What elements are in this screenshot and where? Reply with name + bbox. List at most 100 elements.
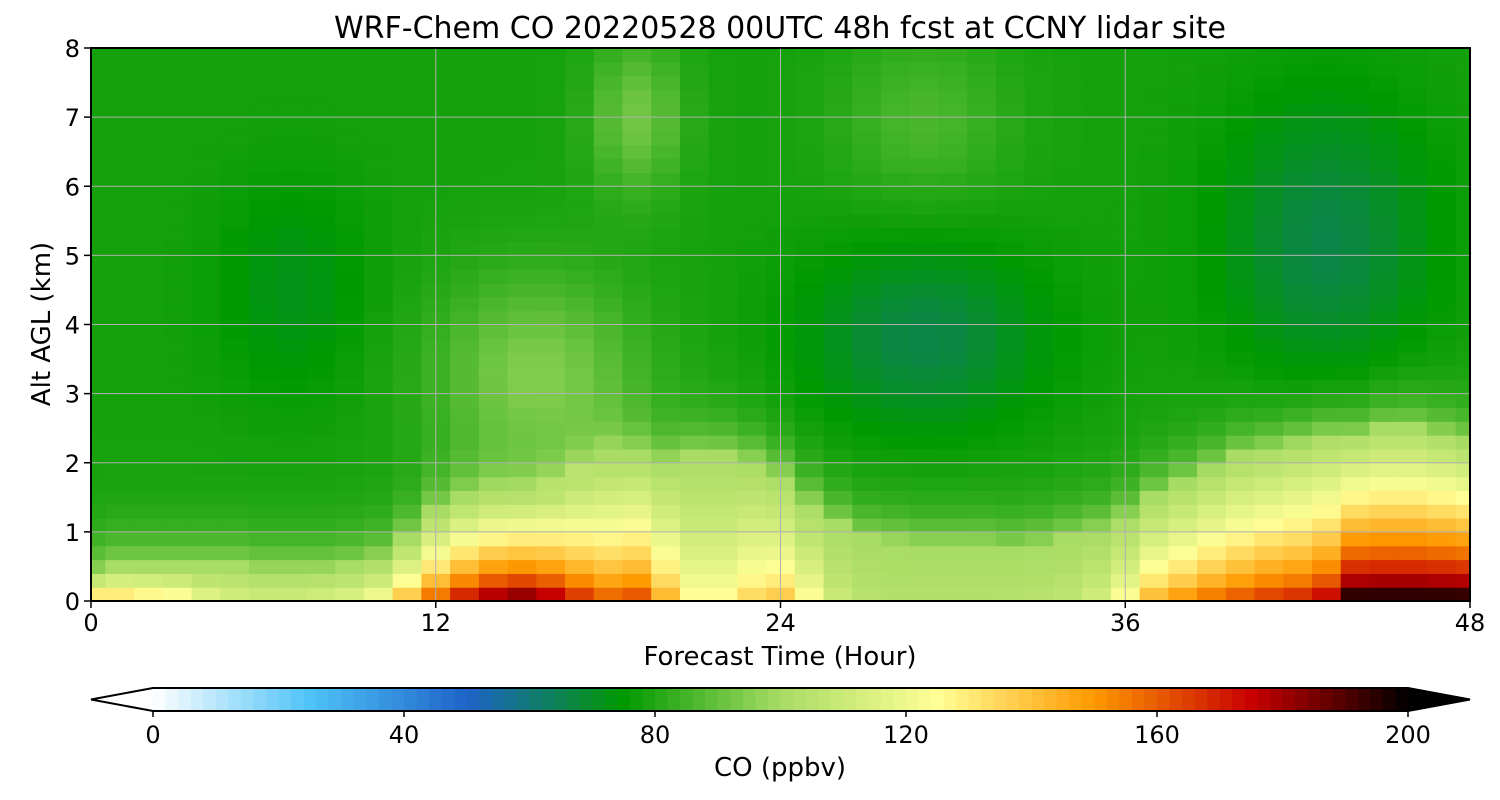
heatmap-cell — [335, 559, 365, 574]
colorbar-segment — [855, 688, 869, 711]
heatmap-cell — [392, 172, 422, 187]
heatmap-cell — [1254, 531, 1284, 547]
heatmap-cell — [1455, 435, 1470, 450]
heatmap-cell — [1168, 338, 1198, 353]
heatmap-cell — [967, 89, 997, 104]
colorbar-segment — [542, 688, 556, 711]
heatmap-cell — [1426, 48, 1457, 63]
heatmap-cell — [1254, 490, 1284, 505]
heatmap-cell — [1398, 296, 1428, 312]
heatmap-cell — [938, 587, 968, 601]
heatmap-cell — [593, 227, 624, 243]
heatmap-cell — [1139, 89, 1169, 104]
heatmap-cell — [105, 200, 135, 215]
heatmap-cell — [651, 545, 681, 561]
heatmap-cell — [105, 421, 135, 436]
heatmap-cell — [277, 269, 308, 284]
heatmap-cell — [823, 518, 853, 533]
heatmap-cell — [105, 89, 135, 104]
heatmap-cell — [565, 61, 595, 77]
heatmap-cell — [737, 587, 767, 601]
heatmap-cell — [823, 269, 853, 284]
heatmap-cell — [1455, 130, 1470, 146]
heatmap-cell — [363, 393, 394, 409]
heatmap-cell — [1426, 283, 1457, 298]
heatmap-cell — [191, 448, 221, 464]
heatmap-cell — [909, 172, 940, 187]
colorbar-segment — [755, 688, 769, 711]
heatmap-cell — [392, 365, 422, 381]
heatmap-cell — [622, 531, 652, 547]
heatmap-cell — [507, 130, 537, 146]
heatmap-cell — [1082, 144, 1112, 160]
heatmap-cell — [1426, 158, 1457, 174]
heatmap-cell — [1197, 559, 1227, 574]
heatmap-cell — [794, 227, 825, 243]
heatmap-cell — [852, 462, 882, 478]
heatmap-cell — [363, 144, 394, 160]
heatmap-cell — [392, 407, 422, 422]
heatmap-cell — [565, 130, 595, 146]
heatmap-cell — [277, 352, 308, 367]
colorbar-segment — [1345, 688, 1359, 711]
colorbar-segment — [1207, 688, 1221, 711]
heatmap-cell — [507, 435, 537, 450]
heatmap-cell — [249, 531, 279, 547]
heatmap-cell — [1311, 587, 1342, 601]
heatmap-cell — [105, 310, 135, 326]
heatmap-cell — [450, 435, 480, 450]
heatmap-cell — [450, 227, 480, 243]
heatmap-cell — [363, 338, 394, 353]
colorbar-segment — [341, 688, 355, 711]
heatmap-cell — [335, 448, 365, 464]
heatmap-cell — [651, 435, 681, 450]
heatmap-cell — [450, 75, 480, 91]
heatmap-cell — [823, 61, 853, 77]
heatmap-cell — [277, 545, 308, 561]
heatmap-cell — [1398, 531, 1428, 547]
heatmap-cell — [1283, 269, 1313, 284]
colorbar-segment — [1282, 688, 1296, 711]
colorbar-segment — [466, 688, 480, 711]
heatmap-cell — [191, 531, 221, 547]
colorbar-segment — [1081, 688, 1095, 711]
heatmap-cell — [909, 407, 940, 422]
heatmap-cell — [622, 296, 652, 312]
heatmap-cell — [162, 172, 193, 187]
heatmap-cell — [794, 186, 825, 201]
heatmap-cell — [938, 130, 968, 146]
heatmap-cell — [852, 587, 882, 601]
heatmap-cell — [220, 365, 250, 381]
heatmap-cell — [450, 587, 480, 601]
heatmap-cell — [1197, 310, 1227, 326]
colorbar-segment — [1006, 688, 1020, 711]
heatmap-cell — [1254, 310, 1284, 326]
heatmap-cell — [478, 227, 509, 243]
heatmap-cell — [708, 531, 739, 547]
heatmap-cell — [967, 144, 997, 160]
heatmap-cell — [507, 241, 537, 256]
heatmap-cell — [708, 338, 739, 353]
heatmap-cell — [1369, 61, 1399, 77]
heatmap-cell — [105, 379, 135, 395]
heatmap-cell — [737, 144, 767, 160]
heatmap-cell — [938, 283, 968, 298]
heatmap-cell — [91, 573, 106, 588]
heatmap-cell — [507, 255, 537, 270]
heatmap-cell — [1426, 241, 1457, 256]
heatmap-cell — [1139, 379, 1169, 395]
heatmap-cell — [1197, 103, 1227, 118]
heatmap-cell — [1398, 241, 1428, 256]
heatmap-cell — [622, 379, 652, 395]
heatmap-cell — [1053, 379, 1083, 395]
heatmap-cell — [1225, 573, 1256, 588]
heatmap-cell — [478, 573, 509, 588]
heatmap-cell — [1225, 283, 1256, 298]
heatmap-cell — [105, 545, 135, 561]
heatmap-cell — [1340, 283, 1371, 298]
heatmap-cell — [134, 75, 164, 91]
colorbar-segment — [178, 688, 192, 711]
heatmap-cell — [105, 48, 135, 63]
heatmap-cell — [708, 448, 739, 464]
